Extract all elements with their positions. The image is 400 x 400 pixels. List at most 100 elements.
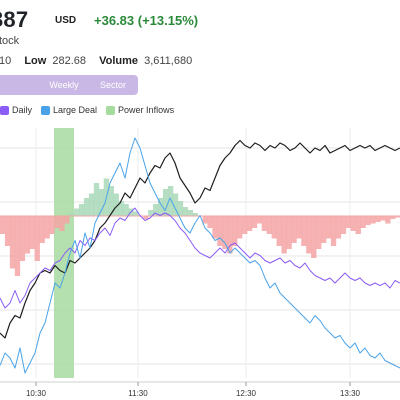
stats-row: 10 Low 282.68 Volume 3,611,680 — [0, 55, 192, 67]
inflow-bar — [14, 216, 21, 276]
intraday-chart[interactable]: 10:30 11:30 12:30 13:30 — [0, 120, 400, 400]
chart-legend: Daily Large Deal Power Inflows — [0, 104, 183, 116]
security-type: tock — [0, 35, 20, 47]
inflow-bar — [182, 207, 189, 216]
inflow-bar — [192, 213, 198, 216]
inflow-bar — [227, 216, 233, 254]
stat-label-volume: Volume — [99, 55, 139, 67]
inflow-bar — [222, 216, 228, 249]
inflow-bar — [271, 216, 277, 239]
inflow-bar — [24, 216, 31, 254]
legend-daily-label: Daily — [12, 105, 33, 115]
inflow-bar — [251, 216, 258, 228]
inflow-bar — [44, 216, 50, 239]
inflow-bar — [266, 216, 273, 234]
price-change: +36.83 (+13.15%) — [94, 13, 198, 28]
inflow-bar — [286, 216, 292, 249]
inflow-bar — [39, 216, 45, 243]
inflow-bar — [158, 198, 164, 216]
inflow-bar — [385, 216, 391, 224]
inflow-bar — [301, 216, 307, 246]
inflow-bar — [335, 216, 342, 239]
inflow-bar — [306, 216, 312, 254]
inflow-bar — [4, 216, 11, 246]
inflow-bar — [64, 216, 70, 224]
inflow-bar — [207, 216, 213, 228]
daily-swatch — [0, 105, 9, 115]
stat-value-low: 282.68 — [52, 55, 87, 67]
series-line-large-deal — [0, 137, 400, 374]
inflow-bar — [311, 216, 317, 258]
x-tick-label: 11:30 — [128, 389, 148, 398]
inflow-bar — [172, 193, 179, 216]
inflow-bar — [153, 204, 159, 216]
inflow-bar — [59, 216, 65, 231]
inflow-bar — [9, 216, 16, 269]
inflow-bar — [241, 216, 248, 234]
inflow-bar — [256, 216, 263, 224]
inflow-bar — [177, 201, 184, 216]
period-tabs: Weekly Sector — [0, 75, 138, 95]
series-line-price — [0, 139, 400, 339]
inflow-bar — [316, 216, 322, 249]
inflow-bar — [360, 216, 366, 228]
change-amount: +36.83 — [94, 13, 135, 28]
inflow-bar — [355, 216, 361, 234]
inflow-bar — [143, 216, 149, 219]
inflow-bar — [261, 216, 268, 231]
inflow-bar — [276, 216, 282, 246]
legend-large-deal-label: Large Deal — [53, 105, 98, 115]
inflow-bar — [375, 216, 381, 222]
price-value: 387 — [0, 7, 29, 32]
inflow-bar — [123, 204, 129, 216]
change-percent: (+13.15%) — [137, 13, 199, 28]
inflow-bar — [98, 189, 105, 216]
tab-weekly[interactable]: Weekly — [49, 80, 79, 90]
x-tick-label: 12:30 — [236, 389, 257, 398]
inflow-bar — [133, 211, 139, 216]
legend-large-deal[interactable]: Large Deal — [41, 105, 97, 115]
inflow-bar — [54, 216, 60, 228]
inflow-bar — [74, 208, 80, 216]
inflow-bar — [34, 216, 40, 261]
x-tick-label: 13:30 — [340, 389, 361, 398]
inflow-bar — [390, 216, 396, 219]
inflow-bar — [330, 216, 337, 246]
inflow-bar — [93, 183, 100, 216]
inflow-bar — [108, 186, 114, 216]
legend-daily[interactable]: Daily — [0, 105, 32, 115]
stat-label-low: Low — [24, 55, 47, 67]
inflow-bar — [212, 216, 218, 239]
inflow-bar — [380, 216, 386, 221]
inflow-bar — [237, 216, 243, 239]
inflow-bar — [202, 216, 208, 224]
inflow-bar — [350, 216, 356, 231]
inflow-bar — [49, 216, 55, 234]
inflow-bar — [118, 201, 124, 216]
inflow-bar — [187, 210, 193, 216]
large-deal-swatch — [41, 105, 51, 115]
tab-daily[interactable] — [0, 75, 40, 95]
inflow-bar — [325, 216, 332, 239]
inflow-bar — [88, 193, 95, 216]
inflow-bar — [370, 216, 376, 224]
inflow-bar — [296, 216, 302, 239]
power-inflows-swatch — [106, 105, 116, 115]
inflow-bar — [232, 216, 238, 246]
inflow-bar — [83, 198, 90, 216]
inflow-bar — [340, 216, 347, 234]
inflow-bar — [281, 216, 287, 254]
legend-power-inflows[interactable]: Power Inflows — [106, 105, 174, 115]
stat-value-volume: 3,611,680 — [144, 55, 193, 67]
inflow-bar — [167, 186, 174, 216]
inflow-bar — [320, 216, 327, 243]
tab-sector[interactable]: Sector — [99, 80, 126, 90]
legend-power-inflows-label: Power Inflows — [118, 105, 175, 115]
inflow-bar — [162, 189, 169, 216]
inflow-bar — [113, 193, 119, 216]
inflow-bar — [29, 216, 35, 249]
inflow-bar — [19, 216, 26, 261]
inflow-bar — [365, 216, 371, 225]
inflow-bar — [0, 216, 6, 234]
x-tick-label: 10:30 — [26, 389, 47, 398]
